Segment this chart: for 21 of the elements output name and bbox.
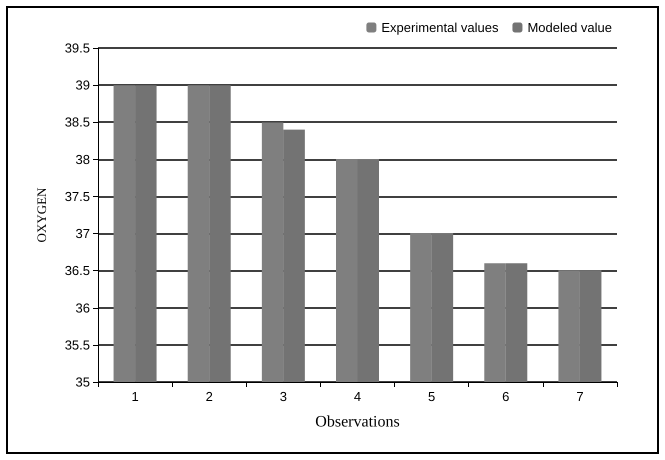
- y-tick-label: 39.5: [64, 40, 90, 56]
- x-tick-label: 2: [206, 389, 213, 404]
- x-tick-label: 4: [354, 389, 362, 404]
- y-tick-label: 38: [76, 152, 90, 167]
- y-tick-label: 35: [76, 374, 90, 390]
- x-tick-label: 6: [502, 389, 510, 404]
- x-tick-label: 5: [428, 389, 436, 404]
- x-tick-label: 7: [576, 389, 584, 404]
- y-tick-label: 36: [76, 300, 90, 316]
- y-tick-label: 36.5: [64, 263, 90, 278]
- legend-label: Experimental values: [381, 20, 499, 35]
- x-axis-title: Observations: [315, 414, 400, 430]
- y-tick-label: 37: [76, 226, 90, 242]
- y-axis-title: OXYGEN: [34, 186, 49, 242]
- y-tick-label: 35.5: [64, 337, 90, 352]
- x-tick-label: 3: [280, 389, 287, 404]
- legend-label: Modeled value: [527, 20, 612, 35]
- x-tick-label: 1: [131, 389, 139, 404]
- y-tick-label: 38.5: [64, 114, 90, 130]
- y-tick-label: 37.5: [64, 188, 90, 204]
- y-tick-label: 39: [76, 78, 90, 93]
